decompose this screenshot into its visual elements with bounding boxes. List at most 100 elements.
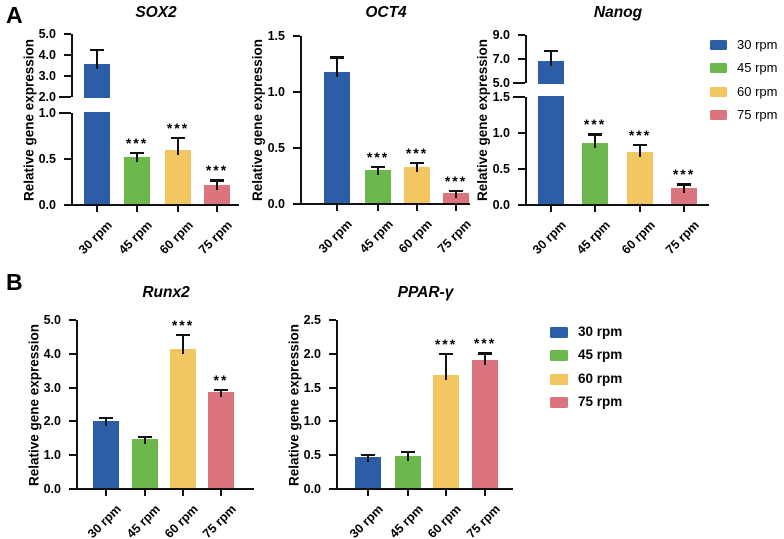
x-tick xyxy=(335,205,339,211)
significance-stars: *** xyxy=(628,126,652,143)
error-bar-cap xyxy=(138,435,152,438)
y-tick xyxy=(518,33,525,37)
x-tick xyxy=(219,490,223,496)
x-tick xyxy=(682,206,686,212)
y-axis-line xyxy=(71,34,74,97)
error-bar-line xyxy=(144,436,147,445)
y-tick-label: 1.0 xyxy=(43,448,61,463)
y-tick xyxy=(69,454,76,457)
y-tick-label: 1.0 xyxy=(492,126,510,140)
error-bar-line xyxy=(377,167,380,176)
error-bar-cap xyxy=(410,161,424,164)
bar xyxy=(627,151,653,205)
x-tick xyxy=(549,206,553,212)
y-tick xyxy=(69,420,76,423)
legend-label: 45 rpm xyxy=(737,60,778,76)
legend-swatch-75-rpm xyxy=(550,396,568,408)
error-bar-cap xyxy=(210,179,224,182)
error-bar-cap xyxy=(401,450,415,454)
chart-title: PPAR-γ xyxy=(397,284,454,301)
error-bar-line xyxy=(594,134,597,149)
x-tick xyxy=(181,490,185,496)
y-axis-line xyxy=(71,113,74,205)
legend-swatch-45-rpm xyxy=(550,350,568,362)
error-bar-line xyxy=(177,137,180,155)
y-axis-line xyxy=(525,35,528,83)
error-bar-cap xyxy=(439,352,453,356)
y-axis-line xyxy=(300,36,303,204)
y-tick-label: 0.0 xyxy=(267,197,285,211)
y-tick-label: 4.0 xyxy=(43,346,61,361)
x-tick xyxy=(593,206,597,212)
y-tick-label: 2.0 xyxy=(303,346,321,361)
legend-swatch-45-rpm xyxy=(710,63,727,74)
error-bar-cap xyxy=(214,388,228,392)
significance-stars: *** xyxy=(672,166,696,183)
bar xyxy=(132,439,158,489)
legend-label: 30 rpm xyxy=(578,324,623,339)
x-tick xyxy=(406,490,410,496)
error-bar-line xyxy=(445,353,448,381)
bar xyxy=(582,143,608,205)
x-axis-line xyxy=(76,488,254,491)
y-tick-label: 7.0 xyxy=(492,52,510,66)
legend-label: 60 rpm xyxy=(737,83,778,99)
y-tick xyxy=(69,352,76,355)
x-tick xyxy=(176,206,180,212)
error-bar-cap xyxy=(330,56,344,59)
y-tick xyxy=(293,146,300,150)
error-bar-line xyxy=(216,180,219,190)
panel-a-label: A xyxy=(6,2,23,28)
error-bar-line xyxy=(220,389,223,397)
error-bar-cap xyxy=(588,133,602,136)
y-tick-label: 0.5 xyxy=(38,152,56,166)
y-tick xyxy=(69,386,76,389)
y-tick xyxy=(518,131,525,135)
error-bar-line xyxy=(455,190,458,198)
bar xyxy=(472,359,498,489)
y-tick-label: 0.0 xyxy=(43,482,61,496)
y-tick xyxy=(64,157,71,161)
y-tick-label: 1.0 xyxy=(267,85,285,99)
y-tick-label: 9.0 xyxy=(492,28,510,42)
y-tick xyxy=(518,167,525,171)
x-axis-line xyxy=(300,203,470,206)
y-tick-label: 0.0 xyxy=(38,198,56,212)
y-tick xyxy=(513,95,525,99)
y-tick xyxy=(64,32,71,36)
y-tick-label: 1.0 xyxy=(303,414,321,429)
error-bar-cap xyxy=(371,166,385,169)
y-axis-line xyxy=(336,320,339,489)
y-tick-label: 4.0 xyxy=(38,48,56,62)
legend-swatch-30-rpm xyxy=(710,40,727,50)
legend-label: 75 rpm xyxy=(578,393,623,409)
y-tick xyxy=(64,74,71,78)
y-tick xyxy=(329,420,336,423)
axis-break-gap xyxy=(527,84,709,96)
bar xyxy=(208,391,234,489)
chart-title: OCT4 xyxy=(365,4,407,21)
y-tick-label: 2.0 xyxy=(43,414,61,429)
chart-title: Runx2 xyxy=(142,284,190,301)
bar xyxy=(443,192,469,204)
error-bar-cap xyxy=(677,183,691,186)
chart-title: Nanog xyxy=(593,4,643,21)
error-bar-cap xyxy=(130,151,144,154)
y-tick xyxy=(513,81,525,85)
y-tick-label: 0.0 xyxy=(492,198,510,212)
error-bar-line xyxy=(96,49,99,70)
y-tick xyxy=(69,318,76,322)
x-tick xyxy=(143,490,147,496)
y-tick-label: 0.5 xyxy=(492,162,510,176)
x-tick xyxy=(444,490,448,496)
y-tick xyxy=(64,53,71,57)
significance-stars: *** xyxy=(171,316,195,333)
error-bar-line xyxy=(550,50,553,67)
error-bar-cap xyxy=(90,48,104,52)
error-bar-line xyxy=(683,184,686,193)
bar xyxy=(204,184,230,205)
